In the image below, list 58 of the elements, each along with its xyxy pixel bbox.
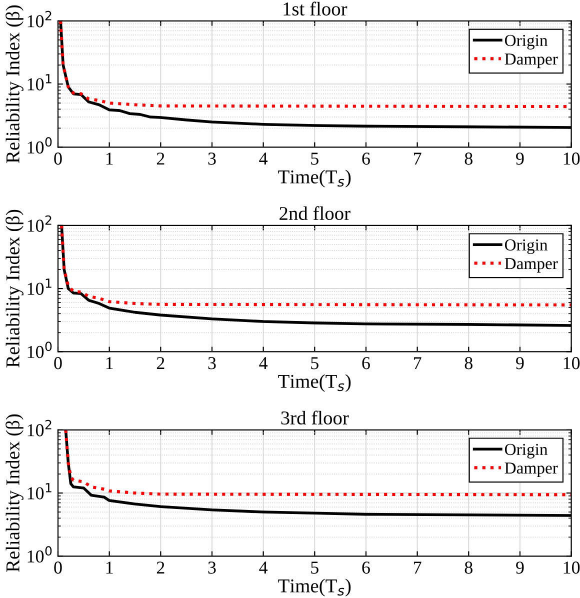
x-tick-label: 6 xyxy=(362,562,370,574)
x-tick-label: 1 xyxy=(106,357,113,370)
x-tick-label: 1 xyxy=(106,562,113,574)
y-tick-label: 10$^{1}$ xyxy=(28,483,52,500)
x-tick-label: 0 xyxy=(54,562,62,574)
x-tick-label: 3 xyxy=(208,562,216,574)
x-tick-label: 3 xyxy=(208,357,216,370)
x-tick-label: 8 xyxy=(464,562,472,574)
x-tick-label: 9 xyxy=(516,562,524,574)
x-tick-label: 10 xyxy=(564,152,580,165)
y-tick-label: 10$^{0}$ xyxy=(28,137,52,154)
legend-label: Damper xyxy=(504,258,558,273)
x-tick-label: 7 xyxy=(414,152,422,165)
x-tick-label: 4 xyxy=(259,357,268,370)
chart-title: 2nd floor xyxy=(280,206,350,220)
y-axis-title: Reliability Index (β) xyxy=(6,414,24,572)
x-axis-title: Time(T$_{s}$) xyxy=(278,578,351,596)
chart-title: 3rd floor xyxy=(281,410,349,425)
x-tick-label: 3 xyxy=(208,152,216,165)
x-tick-label: 6 xyxy=(362,152,370,165)
chart-title: 1st floor xyxy=(284,2,348,16)
x-tick-label: 10 xyxy=(564,562,580,574)
x-axis-title: Time(T$_{s}$) xyxy=(278,374,351,392)
x-tick-label: 2 xyxy=(156,357,164,370)
y-tick-label: 10$^{2}$ xyxy=(28,10,52,28)
x-tick-label: 9 xyxy=(516,152,524,165)
x-tick-label: 6 xyxy=(362,357,370,370)
y-tick-label: 10$^{1}$ xyxy=(28,74,52,90)
x-tick-label: 0 xyxy=(54,152,62,165)
y-tick-label: 10$^{2}$ xyxy=(28,215,52,232)
y-tick-label: 10$^{0}$ xyxy=(28,342,52,358)
x-tick-label: 9 xyxy=(516,357,524,370)
x-tick-label: 1 xyxy=(106,152,113,165)
y-tick-label: 10$^{0}$ xyxy=(28,546,52,563)
line-series xyxy=(60,225,572,306)
x-tick-label: 4 xyxy=(259,562,268,574)
y-axis-title: Reliability Index (β) xyxy=(6,210,24,368)
x-tick-label: 5 xyxy=(311,357,318,370)
x-tick-label: 5 xyxy=(311,152,318,165)
legend-label: Damper xyxy=(504,54,558,68)
x-tick-label: 8 xyxy=(464,357,472,370)
legend-label: Origin xyxy=(504,239,548,254)
legend-label: Origin xyxy=(504,34,548,50)
y-tick-label: 10$^{2}$ xyxy=(28,420,52,436)
x-tick-label: 0 xyxy=(54,357,62,370)
x-tick-label: 2 xyxy=(156,562,164,574)
x-tick-label: 4 xyxy=(259,152,268,165)
legend-label: Damper xyxy=(504,462,558,478)
y-tick-label: 10$^{1}$ xyxy=(28,278,52,295)
x-tick-label: 7 xyxy=(414,562,422,574)
y-axis-title: Reliability Index (β) xyxy=(6,5,24,163)
x-axis-title: Time(T$_{s}$) xyxy=(278,170,351,188)
x-tick-label: 10 xyxy=(564,357,580,370)
x-tick-label: 7 xyxy=(414,357,422,370)
legend-label: Origin xyxy=(504,444,548,459)
x-tick-label: 5 xyxy=(311,562,318,574)
x-tick-label: 2 xyxy=(156,152,164,165)
x-tick-label: 8 xyxy=(464,152,472,165)
